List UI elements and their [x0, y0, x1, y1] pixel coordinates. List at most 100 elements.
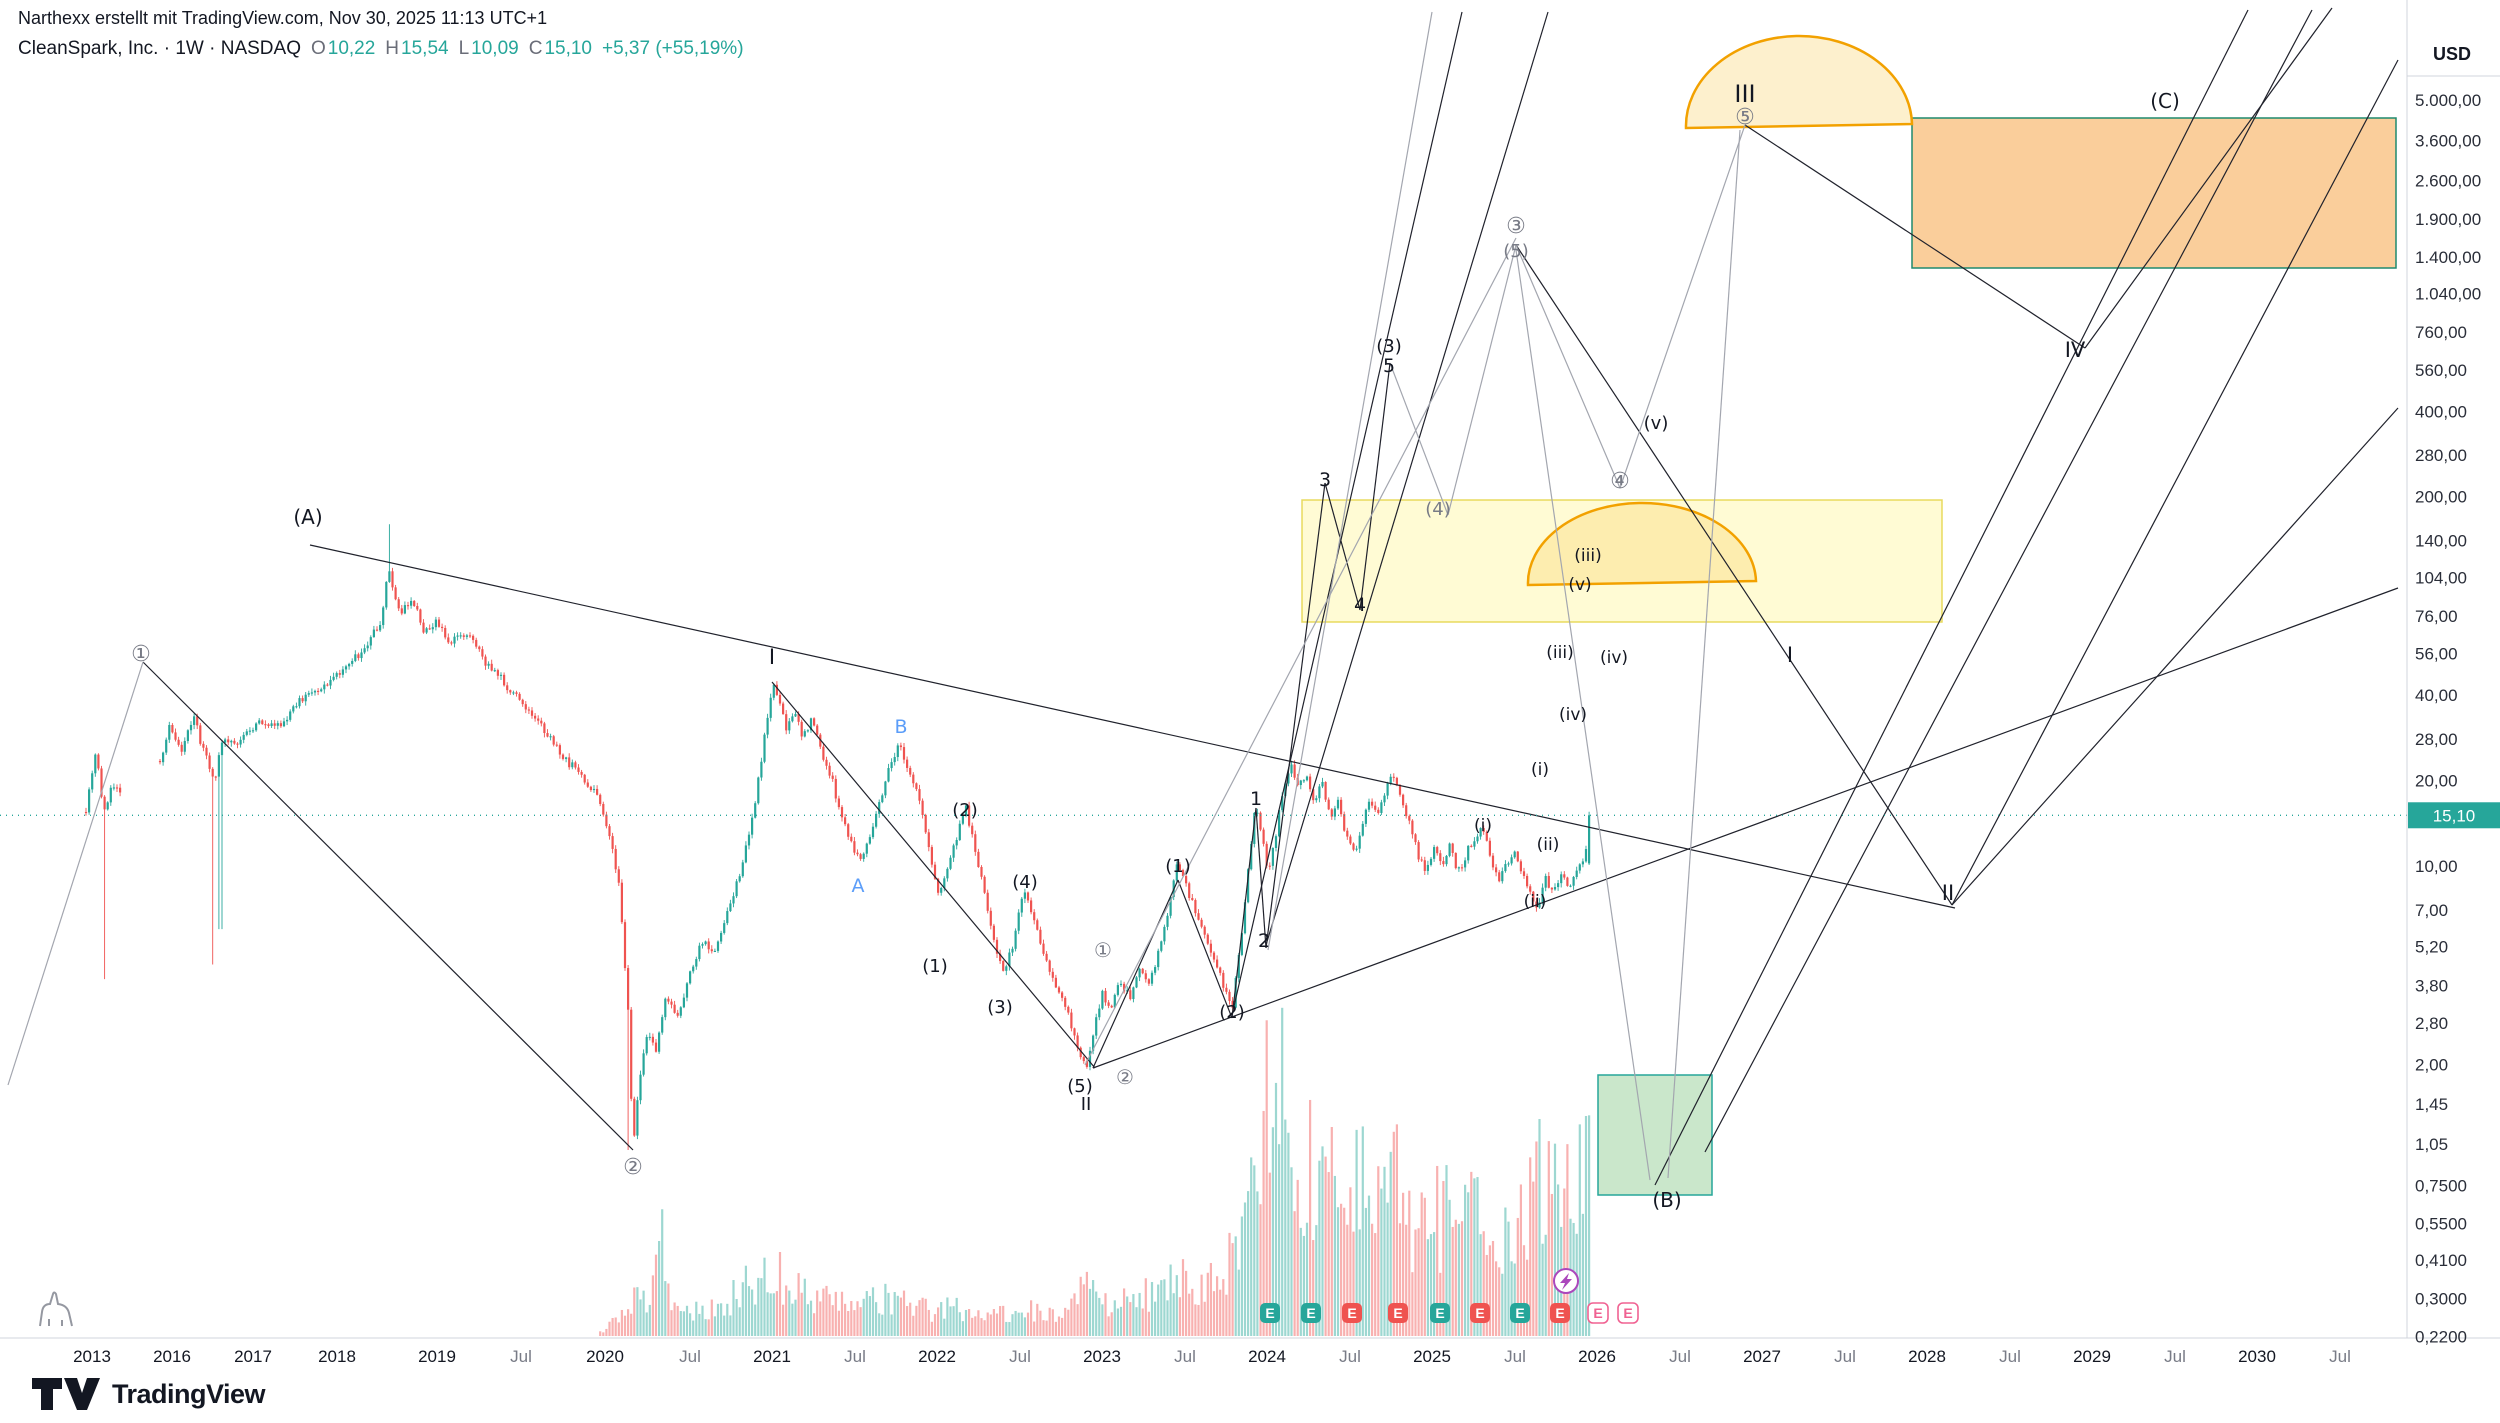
wave-label[interactable]: (5) [1067, 1076, 1093, 1097]
wave-label[interactable]: (1) [1165, 856, 1191, 877]
wave-label[interactable]: (1) [922, 956, 948, 977]
support-zone-green[interactable] [1597, 1074, 1713, 1196]
earnings-badge[interactable] [1510, 1303, 1530, 1323]
trend-line[interactable] [1084, 237, 1517, 1066]
wave-label[interactable]: (2) [952, 800, 978, 821]
wave-label[interactable]: (v) [1644, 413, 1669, 434]
trend-line[interactable] [142, 661, 634, 1151]
trend-line[interactable] [309, 544, 1956, 909]
trend-line[interactable] [1324, 482, 1361, 611]
wave-label[interactable]: ② [1116, 1065, 1134, 1089]
trend-line[interactable] [1744, 124, 2086, 349]
wave-label[interactable]: II [1942, 881, 1954, 905]
wave-label[interactable]: B [894, 716, 907, 738]
trend-line[interactable] [1515, 244, 1953, 906]
trend-line[interactable] [1654, 9, 2249, 1186]
wave-label[interactable]: (iii) [1546, 643, 1573, 663]
wave-label[interactable]: 5 [1383, 355, 1395, 377]
wave-label[interactable]: (i) [1531, 760, 1549, 780]
tradingview-logo[interactable]: TradingView [30, 1374, 266, 1414]
symbol-title[interactable]: CleanSpark, Inc. · 1W · NASDAQ [18, 38, 301, 59]
trend-line[interactable] [1267, 11, 1433, 951]
trend-line[interactable] [1265, 482, 1326, 949]
wave-label[interactable]: 1 [1250, 788, 1262, 810]
wave-label[interactable]: (A) [293, 505, 322, 529]
earnings-badge[interactable] [1470, 1303, 1490, 1323]
trend-line[interactable] [1951, 59, 2399, 906]
trend-line[interactable] [2084, 7, 2333, 349]
trend-line[interactable] [1447, 244, 1517, 516]
drawing-zones[interactable] [1301, 117, 2397, 1196]
axes[interactable]: USD 5.000,00 3.600,00 2.600,00 1.900,00 1.400… [0, 0, 2500, 1366]
trend-line[interactable] [771, 681, 1096, 1069]
wave-label[interactable]: (5) [1503, 241, 1529, 262]
wave-label[interactable]: ② [623, 1155, 643, 1180]
trend-line[interactable] [1704, 9, 2313, 1153]
trend-line[interactable] [1265, 11, 1549, 946]
target-zone-yellow[interactable] [1301, 499, 1943, 623]
cycle-arc-mid[interactable] [1526, 501, 1758, 587]
trend-line[interactable] [1951, 407, 2399, 906]
trend-line[interactable] [1667, 129, 1741, 1179]
wave-label[interactable]: (4) [1012, 872, 1038, 893]
cycle-arcs[interactable] [1526, 34, 1914, 587]
trend-line[interactable] [1515, 249, 1651, 1181]
trend-line[interactable] [1092, 587, 2399, 1069]
wave-label[interactable]: II [1081, 1094, 1092, 1115]
wave-label[interactable]: (v) [1568, 575, 1591, 595]
volume-bar [1172, 1293, 1175, 1336]
wave-label[interactable]: 3 [1319, 469, 1331, 491]
trend-line[interactable] [1619, 124, 1746, 489]
wave-label[interactable]: (B) [1652, 1188, 1681, 1212]
wave-label[interactable]: A [852, 875, 865, 897]
trend-line[interactable] [1231, 11, 1463, 1016]
wave-labels[interactable]: (A)①②IAB(1)(2)(3)(4)(5)II①②(1)(2)1234(3)… [131, 80, 2180, 1212]
trend-line[interactable] [1389, 362, 1449, 516]
trend-line[interactable] [1359, 362, 1391, 611]
wave-label[interactable]: ① [131, 642, 151, 667]
wave-label[interactable]: (C) [2150, 89, 2180, 113]
wave-label[interactable]: 2 [1258, 930, 1270, 952]
earnings-badge[interactable] [1301, 1303, 1321, 1323]
earnings-badge[interactable] [1587, 1302, 1609, 1324]
target-zone-orange[interactable] [1911, 117, 2397, 269]
trend-line[interactable] [1092, 879, 1179, 1069]
wave-label[interactable]: (ii) [1524, 892, 1547, 912]
earnings-badge[interactable] [1617, 1302, 1639, 1324]
wave-label[interactable]: (3) [987, 997, 1013, 1018]
trend-line[interactable] [1255, 807, 1267, 949]
earnings-badge[interactable] [1550, 1303, 1570, 1323]
wave-label[interactable]: I [769, 645, 775, 669]
wave-label[interactable]: ④ [1610, 469, 1630, 494]
earnings-badge[interactable] [1430, 1303, 1450, 1323]
volume-bar [1340, 1203, 1343, 1336]
trend-line[interactable] [1177, 879, 1233, 1019]
trend-line[interactable] [1515, 244, 1621, 489]
earnings-badge[interactable] [1342, 1303, 1362, 1323]
cycle-arc-top[interactable] [1684, 34, 1914, 130]
wave-label[interactable]: (ii) [1537, 835, 1560, 855]
earnings-badge[interactable] [1388, 1303, 1408, 1323]
trend-lines[interactable] [7, 7, 2399, 1186]
wave-label[interactable]: (iii) [1574, 546, 1601, 566]
wave-label[interactable]: ① [1094, 938, 1112, 962]
wave-label[interactable]: IV [2065, 338, 2086, 362]
wave-label[interactable]: ③ [1506, 214, 1526, 239]
earnings-badge[interactable] [1260, 1303, 1280, 1323]
wave-label[interactable]: (iv) [1559, 705, 1587, 725]
wave-label[interactable]: (4) [1425, 499, 1451, 520]
wave-label[interactable]: I [1787, 643, 1793, 667]
symbol-legend[interactable]: CleanSpark, Inc. · 1W · NASDAQ O 10,22 H 15… [18, 38, 744, 60]
wave-label[interactable]: (iv) [1600, 648, 1628, 668]
volume-bar [794, 1299, 797, 1336]
wave-label[interactable]: III [1734, 80, 1755, 108]
wave-label[interactable]: (3) [1376, 336, 1402, 357]
wave-label[interactable]: (i) [1474, 816, 1492, 836]
wave-label[interactable]: ⑤ [1735, 105, 1755, 130]
trend-line[interactable] [1231, 807, 1257, 1019]
wave-label[interactable]: 4 [1354, 594, 1366, 616]
trend-line[interactable] [7, 661, 144, 1086]
wave-label[interactable]: (2) [1219, 1002, 1245, 1023]
